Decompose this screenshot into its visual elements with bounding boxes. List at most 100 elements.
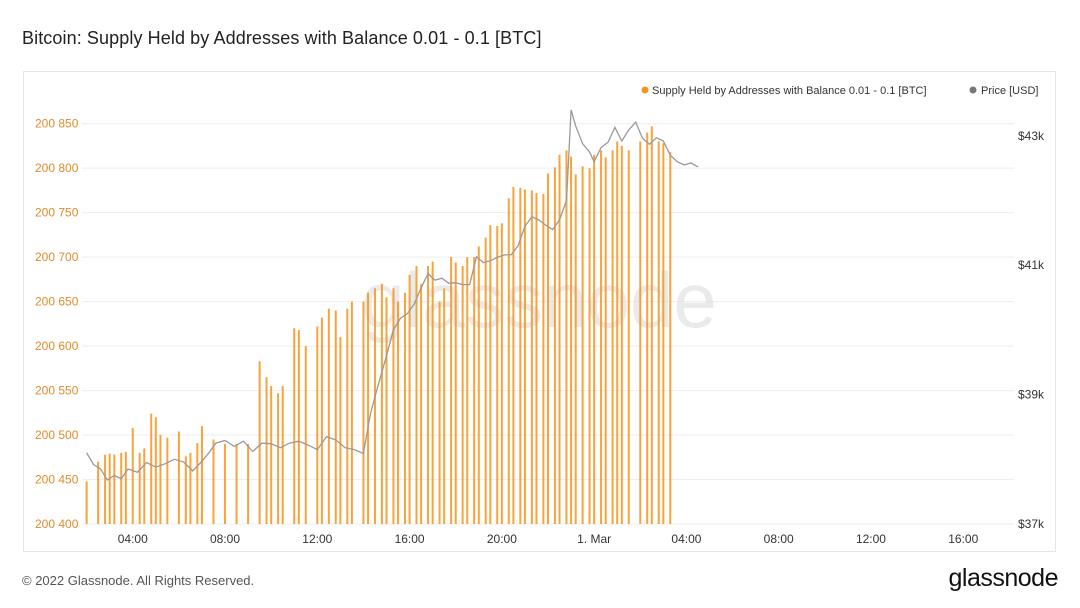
supply-bar (477, 246, 480, 524)
supply-bar (415, 266, 418, 524)
supply-bar (616, 141, 619, 524)
supply-bar (438, 301, 441, 524)
supply-bar (327, 308, 330, 524)
supply-bar (373, 288, 376, 524)
supply-bar (104, 454, 107, 524)
left-axis-tick-label: 200 800 (35, 161, 79, 175)
x-axis-tick-label: 08:00 (764, 532, 794, 546)
supply-bar (200, 426, 203, 524)
x-axis-tick-label: 20:00 (487, 532, 517, 546)
supply-bar (397, 301, 400, 524)
supply-bar (316, 326, 319, 524)
supply-bar (500, 223, 503, 524)
supply-bar (293, 328, 296, 524)
supply-bar (113, 454, 116, 524)
supply-bar (346, 308, 349, 524)
supply-bar (627, 150, 630, 524)
supply-bar (530, 190, 533, 524)
supply-bar (512, 186, 515, 525)
legend-supply-label[interactable]: Supply Held by Addresses with Balance 0.… (652, 85, 927, 97)
supply-bar (166, 437, 169, 524)
left-axis-tick-label: 200 700 (35, 250, 79, 264)
left-axis-tick-label: 200 400 (35, 517, 79, 531)
supply-bar (650, 126, 653, 524)
left-axis-tick-label: 200 850 (35, 117, 79, 131)
supply-bar (85, 481, 88, 524)
right-axis-tick-label: $37k (1018, 517, 1045, 531)
price-line (86, 109, 699, 481)
supply-bar (270, 386, 273, 524)
supply-bar (408, 274, 411, 524)
left-axis-tick-label: 200 500 (35, 428, 79, 442)
left-axis-tick-label: 200 550 (35, 384, 79, 398)
legend-price-dot (969, 86, 977, 94)
supply-bar (281, 386, 284, 524)
supply-bar (461, 266, 464, 524)
right-axis: $37k $39k $41k $43k (1018, 129, 1045, 531)
supply-bar (350, 301, 353, 524)
supply-bar (604, 157, 607, 524)
legend[interactable]: Supply Held by Addresses with Balance 0.… (641, 85, 1039, 97)
supply-bar (212, 439, 215, 524)
supply-bar (380, 283, 383, 524)
supply-bar (304, 346, 307, 524)
x-axis-tick-label: 04:00 (118, 532, 148, 546)
supply-bar (258, 361, 261, 524)
supply-bar (639, 141, 642, 524)
supply-bar (431, 261, 434, 524)
supply-bar (124, 451, 127, 524)
supply-bar (367, 292, 370, 524)
supply-bar (553, 167, 556, 524)
supply-bar (443, 288, 446, 524)
supply-bar (189, 452, 192, 524)
supply-bar (646, 132, 649, 525)
supply-bar (385, 297, 388, 524)
supply-bar (662, 143, 665, 524)
supply-bar (489, 225, 492, 524)
supply-bar (392, 288, 395, 524)
supply-bar (620, 145, 623, 524)
x-axis-tick-label: 1. Mar (577, 532, 611, 546)
x-axis-tick-label: 16:00 (948, 532, 978, 546)
supply-bar (120, 452, 123, 524)
right-axis-tick-label: $39k (1018, 388, 1045, 402)
supply-bar (574, 174, 577, 525)
x-axis-tick-label: 16:00 (395, 532, 425, 546)
supply-bar (427, 266, 430, 524)
supply-bar (108, 453, 111, 524)
supply-bar (519, 187, 522, 525)
x-axis-tick-label: 08:00 (210, 532, 240, 546)
supply-bar (138, 452, 141, 524)
left-axis-tick-label: 200 650 (35, 295, 79, 309)
supply-bar (154, 417, 157, 524)
supply-bar (611, 150, 614, 524)
chart-frame: glassnode 200 400 200 450 200 500 200 550 20… (23, 71, 1056, 552)
supply-bar (196, 443, 199, 524)
supply-bar (542, 193, 545, 524)
legend-supply-dot (641, 86, 649, 94)
supply-bar (420, 283, 423, 524)
left-axis-tick-label: 200 600 (35, 339, 79, 353)
supply-bar (247, 443, 250, 524)
supply-bar (450, 257, 453, 524)
footer-copyright: © 2022 Glassnode. All Rights Reserved. (22, 573, 255, 588)
supply-bar (669, 152, 672, 524)
supply-bar (581, 166, 584, 524)
x-axis-tick-label: 12:00 (302, 532, 332, 546)
glassnode-logo[interactable]: glassnode (948, 564, 1059, 592)
supply-bar (466, 257, 469, 524)
supply-bar (558, 154, 561, 524)
chart-title: Bitcoin: Supply Held by Addresses with B… (22, 28, 542, 48)
supply-bars (85, 126, 672, 525)
x-axis: 04:00 08:00 12:00 16:00 20:00 1. Mar 04:00 08:0… (118, 532, 979, 546)
supply-bar (484, 237, 487, 524)
left-axis: 200 400 200 450 200 500 200 550 200 600 200 6… (35, 117, 79, 531)
supply-bar (97, 461, 100, 524)
legend-price-label[interactable]: Price [USD] (981, 85, 1038, 97)
supply-bar (143, 448, 146, 524)
x-axis-tick-label: 04:00 (671, 532, 701, 546)
supply-bar (150, 413, 153, 524)
supply-bar (570, 156, 573, 524)
supply-bar (159, 435, 162, 524)
